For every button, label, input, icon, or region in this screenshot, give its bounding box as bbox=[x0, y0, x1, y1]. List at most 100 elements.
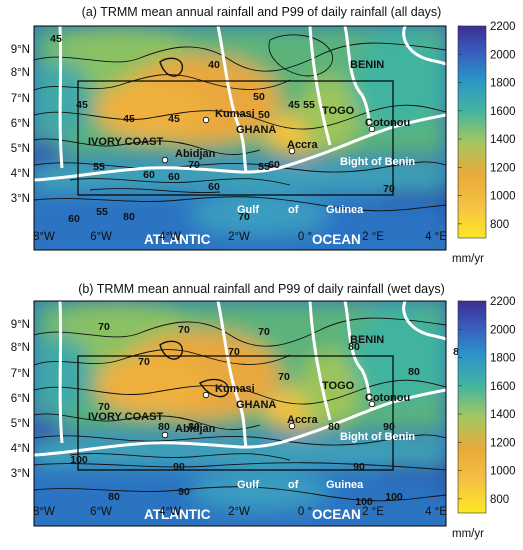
panel-b-city-marker bbox=[161, 431, 169, 439]
colorbar-tick-label: 1600 bbox=[490, 106, 516, 118]
colorbar-tick-label: 2200 bbox=[490, 21, 516, 33]
contour-label: 70 bbox=[383, 183, 395, 195]
colorbar-tick-label: 2000 bbox=[490, 49, 516, 61]
panel-b-water-label: ATLANTIC bbox=[144, 507, 211, 522]
panel-a-lon-label: 0 ° bbox=[298, 231, 312, 243]
colorbar-tick-label: 1600 bbox=[490, 381, 516, 393]
contour-label: 70 bbox=[138, 356, 150, 368]
contour-label: 80 bbox=[108, 491, 120, 503]
contour-label: 70 bbox=[278, 371, 290, 383]
contour-label: 80 bbox=[188, 421, 200, 433]
panel-a-city-marker bbox=[202, 116, 210, 124]
panel-b-water-label: Bight of Benin bbox=[340, 431, 415, 443]
panel-b-lat-label: 5°N bbox=[11, 418, 30, 430]
contour-label: 70 bbox=[178, 324, 190, 336]
panel-a-water-label: OCEAN bbox=[312, 232, 361, 247]
contour-label: 55 bbox=[258, 161, 270, 173]
panel-a-city-abidjan: Abidjan bbox=[175, 148, 216, 160]
colorbar-tick-label: 2000 bbox=[490, 324, 516, 336]
contour-label: 80 bbox=[158, 421, 170, 433]
panel-a-country-label: GHANA bbox=[236, 124, 276, 136]
panel-a-lon-label: 4 °E bbox=[425, 231, 447, 243]
panel-a-lat-label: 7°N bbox=[11, 93, 30, 105]
panel-b-lon-label: 2°W bbox=[228, 506, 250, 518]
colorbar-tick-label: 1000 bbox=[490, 466, 516, 478]
contour-label: 70 bbox=[238, 211, 250, 223]
panel-a-title: (a) TRMM mean annual rainfall and P99 of… bbox=[81, 5, 442, 19]
panel-b-city-cotonou: Cotonou bbox=[365, 392, 410, 404]
colorbar-tick-label: 1200 bbox=[490, 437, 516, 449]
colorbar-b-unit: mm/yr bbox=[452, 528, 484, 540]
contour-label: 80 bbox=[328, 421, 340, 433]
panel-b-lat-label: 9°N bbox=[11, 319, 30, 331]
panel-a-lat-label: 5°N bbox=[11, 143, 30, 155]
contour-label: 55 bbox=[96, 206, 108, 218]
panel-b-water-label: Gulf bbox=[237, 479, 259, 491]
panel-a-lat-label: 4°N bbox=[11, 168, 30, 180]
panel-b-lon-label: 4 °E bbox=[425, 506, 447, 518]
contour-label: 60 bbox=[208, 181, 220, 193]
panel-b-frame bbox=[33, 300, 447, 527]
panel-b-country-label: GHANA bbox=[236, 399, 276, 411]
colorbar-tick-label: 1800 bbox=[490, 78, 516, 90]
contour-label: 100 bbox=[355, 496, 373, 508]
panel-b-lat-label: 3°N bbox=[11, 468, 30, 480]
contour-label: 90 bbox=[383, 421, 395, 433]
panel-a-water-label: Gulf bbox=[237, 204, 259, 216]
contour-label: 60 bbox=[168, 171, 180, 183]
colorbar-tick-label: 1000 bbox=[490, 191, 516, 203]
contour-label: 90 bbox=[173, 461, 185, 473]
panel-a-water-label: Guinea bbox=[326, 204, 364, 216]
colorbar-a-unit: mm/yr bbox=[452, 253, 484, 265]
panel-b-title: (b) TRMM mean annual rainfall and P99 of… bbox=[78, 282, 445, 296]
panel-b-country-label: IVORY COAST bbox=[88, 411, 163, 423]
panel-b-city-kumasi: Kumasi bbox=[215, 383, 255, 395]
panel-b-study-box bbox=[77, 355, 394, 471]
contour-label: 60 bbox=[268, 159, 280, 171]
contour-label: 45 bbox=[168, 113, 180, 125]
contour-label: 45 bbox=[50, 33, 62, 45]
contour-label: 80 bbox=[408, 366, 420, 378]
panel-b-map: 70 70 70 80 70 80 70 80 80 90 70 80 80 90 100 90 100 90 10… bbox=[11, 300, 465, 527]
panel-b-lat-label: 8°N bbox=[11, 342, 30, 354]
panel-b-lon-label: 8°W bbox=[33, 506, 55, 518]
contour-label: 70 bbox=[98, 401, 110, 413]
panel-a-country-label: TOGO bbox=[322, 105, 355, 117]
contour-label: 55 bbox=[93, 161, 105, 173]
panel-b-water-label: of bbox=[288, 479, 299, 491]
colorbar-tick-label: 1200 bbox=[490, 162, 516, 174]
panel-a-lon-label: 2°W bbox=[228, 231, 250, 243]
contour-label: 60 bbox=[68, 213, 80, 225]
panel-a-lat-label: 9°N bbox=[11, 44, 30, 56]
panel-a-lat-label: 3°N bbox=[11, 193, 30, 205]
panel-b-lon-label: 0 ° bbox=[298, 506, 312, 518]
contour-label: 40 bbox=[208, 59, 220, 71]
panel-b-city-accra: Accra bbox=[287, 414, 318, 426]
colorbar-tick-label: 1800 bbox=[490, 353, 516, 365]
contour-label: 90 bbox=[353, 461, 365, 473]
panel-a-city-kumasi: Kumasi bbox=[215, 108, 255, 120]
colorbar-tick-label: 1400 bbox=[490, 134, 516, 146]
panel-a-study-box bbox=[77, 80, 394, 196]
panel-a-water-label: ATLANTIC bbox=[144, 232, 211, 247]
colorbar-tick-label: 800 bbox=[490, 219, 509, 231]
panel-a-lon-label: 2 °E bbox=[362, 231, 384, 243]
panel-b-city-marker bbox=[288, 422, 296, 430]
panel-a-city-marker bbox=[288, 147, 296, 155]
panel-b-country-label: TOGO bbox=[322, 380, 355, 392]
panel-a-lat-label: 8°N bbox=[11, 67, 30, 79]
contour-label: 45 bbox=[123, 113, 135, 125]
panel-b-lat-label: 7°N bbox=[11, 368, 30, 380]
panel-b-country-label: BENIN bbox=[350, 334, 384, 346]
contour-label: 80 bbox=[348, 341, 360, 353]
panel-a-lat-label: 6°N bbox=[11, 118, 30, 130]
contour-label: 70 bbox=[228, 346, 240, 358]
panel-a-lon-label: 4°W bbox=[159, 231, 181, 243]
contour-label: 90 bbox=[178, 486, 190, 498]
panel-b-city-abidjan: Abidjan bbox=[175, 423, 216, 435]
contour-label: 70 bbox=[188, 159, 200, 171]
contour-label: 55 bbox=[303, 99, 315, 111]
panel-b-lat-label: 4°N bbox=[11, 443, 30, 455]
colorbar-tick-label: 1400 bbox=[490, 409, 516, 421]
